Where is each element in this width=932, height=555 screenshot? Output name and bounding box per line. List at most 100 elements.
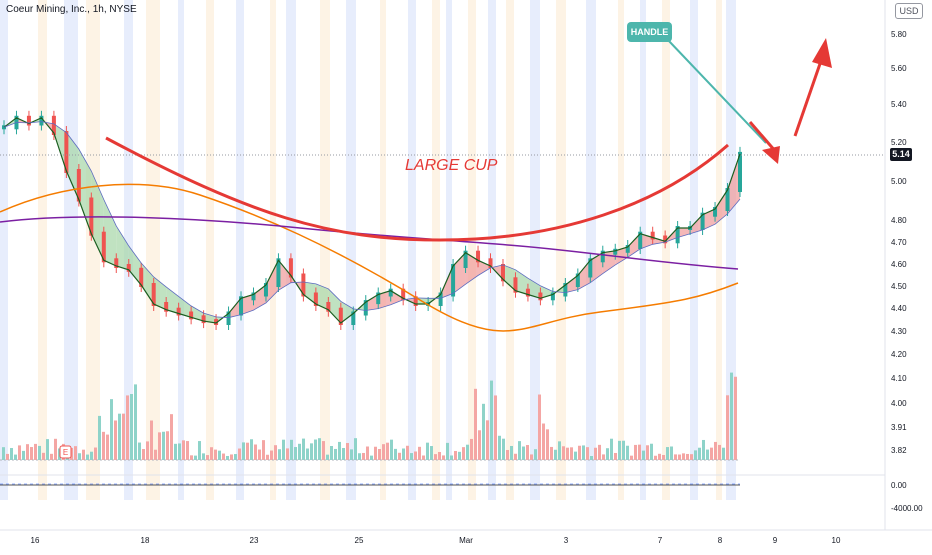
candle-body xyxy=(538,292,543,301)
volume-bar xyxy=(26,444,29,460)
signal-ma-line xyxy=(3,121,741,319)
volume-bar xyxy=(214,449,217,460)
volume-bar xyxy=(38,445,41,460)
candle-body xyxy=(638,231,643,249)
ma-cloud-segment xyxy=(178,296,192,318)
candle-body xyxy=(575,273,580,287)
y-tick-label: 5.80 xyxy=(891,30,907,39)
ma-cloud-segment xyxy=(365,294,379,311)
volume-bar xyxy=(98,415,101,460)
ma-cloud-segment xyxy=(577,260,591,290)
fast-ma-line xyxy=(3,117,741,324)
volume-bar xyxy=(282,439,285,460)
ma-cloud-segment xyxy=(727,153,740,214)
volume-bar xyxy=(362,452,365,460)
volume-bar xyxy=(170,414,173,460)
candle-body xyxy=(226,311,231,325)
candle-body xyxy=(363,300,368,316)
cup-arc xyxy=(105,136,729,242)
volume-bar xyxy=(42,452,45,460)
volume-bar xyxy=(74,446,77,460)
candle-body xyxy=(326,302,331,312)
volume-bar xyxy=(378,448,381,460)
y-tick-label: 5.60 xyxy=(891,64,907,73)
volume-bar xyxy=(114,420,117,460)
volume-bar xyxy=(450,455,453,460)
ma-cloud-segment xyxy=(615,247,628,265)
candle-body xyxy=(376,292,381,305)
ma-cloud-segment xyxy=(203,313,217,323)
volume-bar xyxy=(486,420,489,460)
volume-bar xyxy=(374,446,377,460)
y-tick-label: 4.00 xyxy=(891,399,907,408)
volume-bar xyxy=(158,432,161,460)
volume-bar xyxy=(86,454,89,460)
ma-cloud-segment xyxy=(265,260,279,303)
y-tick-label: 4.10 xyxy=(891,374,907,383)
volume-bar xyxy=(322,441,325,460)
session-band xyxy=(468,0,476,500)
volume-bar xyxy=(522,446,525,460)
y-tick-label: 4.80 xyxy=(891,216,907,225)
volume-bar xyxy=(366,446,369,460)
volume-bar xyxy=(146,441,149,460)
ma-cloud-segment xyxy=(241,294,254,315)
volume-bar xyxy=(526,445,529,460)
volume-bar xyxy=(318,438,321,460)
session-band xyxy=(206,0,214,500)
volume-bar xyxy=(278,449,281,460)
volume-bar xyxy=(126,395,129,460)
volume-bar xyxy=(510,445,513,460)
volume-bar xyxy=(342,448,345,460)
volume-bar xyxy=(670,446,673,460)
session-band xyxy=(446,0,452,500)
volume-bar xyxy=(94,447,97,460)
volume-bar xyxy=(54,438,57,460)
session-band xyxy=(178,0,184,500)
volume-bar xyxy=(630,455,633,460)
volume-bar xyxy=(566,447,569,460)
down-arrow-shaft xyxy=(748,121,778,153)
volume-bar xyxy=(246,442,249,460)
cup-label: LARGE CUP xyxy=(405,157,498,174)
currency-button[interactable]: USD xyxy=(895,3,923,19)
volume-bar xyxy=(686,453,689,460)
volume-bar xyxy=(82,449,85,460)
ma-cloud-segment xyxy=(253,285,266,311)
volume-bar xyxy=(198,441,201,460)
ma-cloud-segment xyxy=(153,277,167,310)
session-band xyxy=(408,0,416,500)
volume-bar xyxy=(666,447,669,460)
volume-bar xyxy=(238,448,241,460)
ma-cloud-segment xyxy=(378,290,391,309)
volume-bar xyxy=(258,449,261,460)
volume-bar xyxy=(222,453,225,460)
volume-bar xyxy=(250,439,253,460)
volume-bar xyxy=(166,431,169,460)
session-band xyxy=(286,0,296,500)
volume-bar xyxy=(382,444,385,460)
volume-bar xyxy=(590,455,593,460)
volume-bar xyxy=(218,450,221,460)
candle-body xyxy=(101,231,106,263)
earnings-marker-label: E xyxy=(63,448,68,457)
ma-cloud-segment xyxy=(627,233,641,258)
volume-bar xyxy=(682,453,685,460)
volume-bar xyxy=(446,442,449,460)
volume-bar xyxy=(178,443,181,460)
ma-cloud-segment xyxy=(66,132,79,200)
session-band xyxy=(380,0,386,500)
x-tick-label: 3 xyxy=(564,536,569,545)
candle-body xyxy=(351,311,356,325)
ma-cloud-segment xyxy=(677,228,691,238)
candle-body xyxy=(388,288,393,297)
volume-bar xyxy=(546,429,549,460)
volume-bar xyxy=(338,441,341,460)
x-tick-label: 16 xyxy=(31,536,40,545)
volume-bar xyxy=(78,453,81,460)
volume-bar xyxy=(290,439,293,460)
candle-body xyxy=(51,115,56,135)
x-tick-label: 23 xyxy=(250,536,259,545)
